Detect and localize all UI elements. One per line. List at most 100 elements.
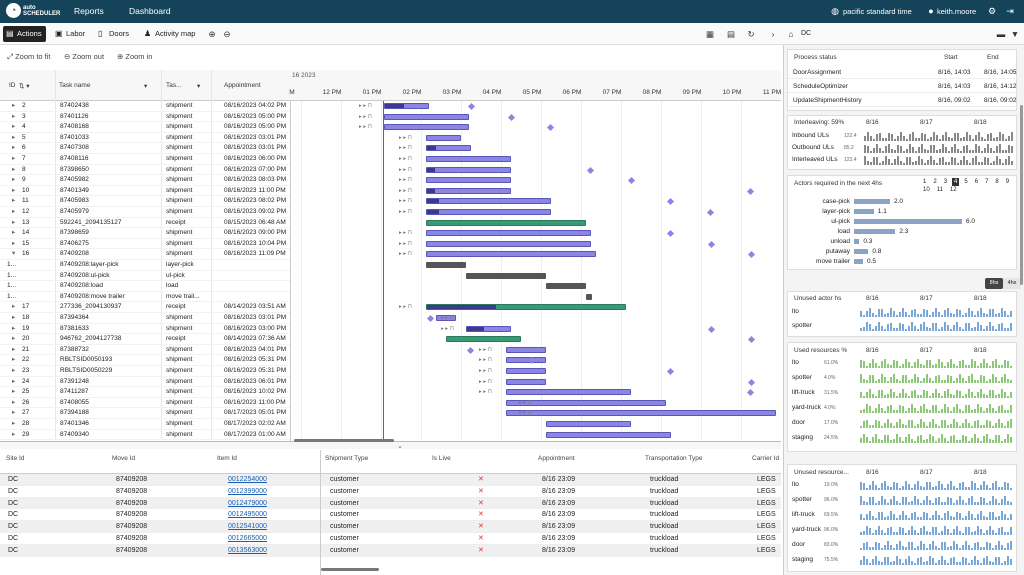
- task-bar[interactable]: [436, 315, 456, 321]
- table-row[interactable]: ▸ 25 87411287 shipment 08/16/2023 10:02 PM: [0, 387, 290, 398]
- table-row[interactable]: ▸ 7 87408116 shipment 08/16/2023 06:00 PM: [0, 154, 290, 165]
- col-is-live[interactable]: Is Live: [432, 455, 451, 462]
- page-1[interactable]: 1: [923, 179, 927, 185]
- horizontal-scrollbar[interactable]: [321, 568, 379, 571]
- page-9[interactable]: 9: [1005, 179, 1010, 185]
- task-bar[interactable]: [586, 293, 592, 300]
- settings-icon[interactable]: ⚙: [987, 6, 997, 16]
- table-icon[interactable]: ▤: [726, 29, 736, 39]
- filter-icon[interactable]: ▾: [144, 83, 148, 90]
- table-row[interactable]: ▸ 10 87401349 shipment 08/16/2023 11:00 PM: [0, 186, 290, 197]
- filter-icon[interactable]: ▼: [1010, 29, 1020, 39]
- process-row[interactable]: UpdateShipmentHistory 8/16, 09:02 8/16, 09…: [788, 94, 1018, 107]
- deadline-marker[interactable]: [666, 367, 675, 376]
- page-7[interactable]: 7: [985, 179, 989, 185]
- expand-icon[interactable]: ▸: [12, 197, 16, 205]
- page-6[interactable]: 6: [974, 179, 979, 185]
- task-bar[interactable]: [384, 113, 469, 120]
- table-row[interactable]: ▸ 22 RBLTSID0050193 shipment 08/16/2023 05:3…: [0, 355, 290, 366]
- table-row[interactable]: ▸ 27 87394188 shipment 08/17/2023 05:01 PM: [0, 408, 290, 419]
- tab-actions[interactable]: ▤ Actions: [3, 26, 46, 42]
- table-row[interactable]: ▸ 4 87408168 shipment 08/16/2023 05:00 PM: [0, 122, 290, 133]
- expand-icon[interactable]: ▸: [12, 133, 16, 141]
- task-bar[interactable]: [506, 357, 546, 364]
- task-bar[interactable]: [446, 336, 521, 343]
- page-8[interactable]: 8: [995, 179, 999, 185]
- column-divider[interactable]: [55, 70, 56, 440]
- horizon-8hs[interactable]: 8hs: [985, 278, 1003, 289]
- item-id-link[interactable]: 0012479000: [228, 499, 267, 507]
- zoom-in-icon[interactable]: ⊕: [208, 29, 216, 39]
- col-site-id[interactable]: Site Id: [6, 455, 25, 462]
- expand-icon[interactable]: ▸: [12, 176, 16, 184]
- column-divider[interactable]: [320, 450, 321, 575]
- table-row[interactable]: ▸ 6 87407308 shipment 08/16/2023 03:01 PM: [0, 143, 290, 154]
- deadline-marker[interactable]: [466, 346, 475, 354]
- table-row[interactable]: ▸ 28 87401346 shipment 08/17/2023 02:02 AM: [0, 419, 290, 430]
- task-bar[interactable]: [426, 177, 511, 184]
- deadline-marker[interactable]: [746, 389, 755, 397]
- chevron-right-icon[interactable]: ›: [771, 29, 775, 39]
- page-11[interactable]: 11: [936, 187, 943, 193]
- expand-icon[interactable]: ▸: [12, 239, 16, 247]
- table-row[interactable]: DC 87409208 0012399000 customer ✕ 8/16 23:09 t…: [0, 485, 781, 498]
- task-bar[interactable]: [506, 410, 776, 417]
- item-id-link[interactable]: 0012541000: [228, 523, 267, 531]
- deadline-marker[interactable]: [707, 325, 716, 333]
- expand-icon[interactable]: ▸: [12, 324, 16, 332]
- table-row[interactable]: DC 87409208 0012254000 customer ✕ 8/16 23:09 t…: [0, 474, 781, 486]
- task-bar[interactable]: [506, 389, 631, 396]
- item-id-link[interactable]: 0012399000: [228, 487, 267, 495]
- table-row[interactable]: ▸ 5 87401033 shipment 08/16/2023 03:01 PM: [0, 133, 290, 144]
- table-row[interactable]: ▸ 17 277336_2094130937 receipt 08/14/2023 03…: [0, 302, 290, 313]
- gantt-chart[interactable]: ▸ ▸ ⊓ ▸ ▸ ⊓ ▸ ▸ ⊓ ▸ ▸ ⊓ ▸ ▸ ⊓ ▸ ▸ ⊓ ▸ ▸ ⊓ ▸ ▸ ⊓…: [290, 101, 781, 441]
- task-bar[interactable]: [426, 230, 591, 237]
- expand-icon[interactable]: ▸: [12, 229, 16, 237]
- task-bar[interactable]: [506, 368, 546, 374]
- table-row[interactable]: ▸ 11 87405983 shipment 08/16/2023 08:02 PM: [0, 196, 290, 207]
- expand-icon[interactable]: ▸: [12, 356, 16, 364]
- expand-icon[interactable]: ▸: [12, 218, 16, 226]
- tab-doors[interactable]: ▯ Doors: [95, 26, 133, 42]
- table-row[interactable]: DC 87409208 0012495000 customer ✕ 8/16 23:09 t…: [0, 509, 781, 522]
- task-bar[interactable]: [384, 103, 429, 109]
- col-task-type[interactable]: Tas...: [166, 82, 182, 89]
- filter-icon[interactable]: ▾: [197, 83, 201, 90]
- deadline-marker[interactable]: [746, 187, 755, 195]
- deadline-marker[interactable]: [747, 378, 756, 386]
- col-move-id[interactable]: Move Id: [112, 455, 136, 462]
- col-carrier-id[interactable]: Carrier Id: [752, 455, 780, 462]
- table-row[interactable]: ▸ 15 87406275 shipment 08/16/2023 10:04 PM: [0, 239, 290, 250]
- col-id[interactable]: ID: [9, 82, 16, 89]
- table-row[interactable]: ▸ 21 87388732 shipment 08/16/2023 04:01 PM: [0, 345, 290, 356]
- page-10[interactable]: 10: [923, 187, 930, 193]
- expand-icon[interactable]: ▸: [12, 398, 16, 406]
- table-row[interactable]: DC 87409208 0012479000 customer ✕ 8/16 23:09 t…: [0, 497, 781, 510]
- table-row[interactable]: DC 87409208 0013563000 customer ✕ 8/16 23:09 t…: [0, 544, 781, 557]
- tab-activity-map[interactable]: ♟ Activity map: [141, 26, 199, 42]
- col-task-name[interactable]: Task name: [59, 82, 91, 89]
- expand-icon[interactable]: ▸: [12, 102, 16, 109]
- table-row[interactable]: 1... 87409208:ul-pick ul-pick: [0, 271, 290, 282]
- col-shipment-type[interactable]: Shipment Type: [325, 455, 369, 462]
- zoom-out-icon[interactable]: ⊖: [223, 29, 231, 39]
- table-row[interactable]: ▸ 13 592241_2094135127 receipt 08/15/2023 06…: [0, 218, 290, 229]
- table-row[interactable]: 1... 87409208:load load: [0, 281, 290, 292]
- zoom-to-fit-button[interactable]: ⤢ Zoom to fit: [7, 52, 51, 61]
- deadline-marker[interactable]: [666, 198, 675, 206]
- table-row[interactable]: 1... 87409208:layer-pick layer-pick: [0, 260, 290, 271]
- expand-icon[interactable]: ▸: [12, 388, 16, 396]
- zoom-out-button[interactable]: ⊖ Zoom out: [64, 52, 105, 61]
- dc-label[interactable]: DC: [801, 30, 812, 37]
- expand-icon[interactable]: ▸: [12, 165, 16, 173]
- table-row[interactable]: ▸ 26 87408055 shipment 08/16/2023 11:00 PM: [0, 398, 290, 409]
- chevron-down-icon[interactable]: ⌄: [397, 443, 403, 450]
- deadline-marker[interactable]: [546, 124, 555, 132]
- item-id-link[interactable]: 0012495000: [228, 511, 267, 519]
- expand-icon[interactable]: ▸: [12, 335, 16, 343]
- table-row[interactable]: ▾ 16 87409208 shipment 08/16/2023 11:09 PM: [0, 249, 290, 260]
- expand-icon[interactable]: ▸: [12, 367, 16, 374]
- task-bar[interactable]: [426, 145, 471, 152]
- sort-icon[interactable]: ⇅ ▾: [19, 83, 30, 90]
- task-bar[interactable]: [506, 378, 546, 385]
